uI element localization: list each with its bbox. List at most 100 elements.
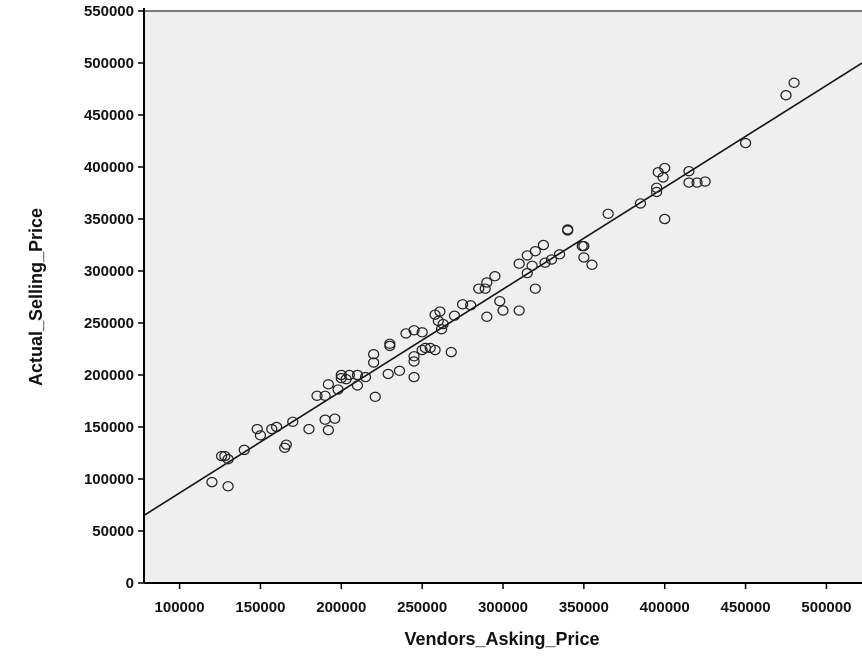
data-point [206,476,218,488]
data-point [416,327,428,338]
data-point [497,305,509,316]
data-point [429,344,441,356]
data-point [562,225,574,236]
data-point [481,277,493,288]
y-tick-label: 400000 [84,159,134,176]
data-point [408,351,420,362]
y-tick-label: 500000 [84,55,134,72]
data-point [322,379,334,390]
x-tick-label: 350000 [559,599,609,616]
data-point [368,357,380,368]
data-point [659,213,671,225]
data-point [369,391,381,403]
data-point [254,430,267,441]
y-tick-label: 350000 [84,211,134,228]
data-point [481,311,493,322]
data-point [303,423,315,435]
y-tick-label: 200000 [84,367,134,384]
data-point [434,306,446,317]
data-point [683,165,695,177]
data-point [456,299,469,310]
x-tick-label: 450000 [721,599,771,616]
data-point [448,310,461,321]
x-tick-label: 500000 [801,599,851,616]
data-point [368,349,380,360]
data-point [287,416,299,427]
data-point [435,324,448,335]
data-point [329,413,341,424]
data-point [699,176,711,187]
data-point [382,368,394,380]
y-tick-label: 150000 [84,419,134,436]
data-point [634,198,647,209]
data-point [445,346,457,358]
data-point [553,249,566,260]
data-point [659,162,671,174]
data-point [219,450,231,462]
data-point [473,283,485,294]
data-point [529,246,541,257]
data-point [351,380,364,391]
y-tick-label: 300000 [84,263,134,280]
y-tick-label: 100000 [84,471,134,488]
data-point [332,384,344,395]
data-point [788,77,800,88]
data-point [311,390,323,401]
data-point [408,371,420,383]
y-tick-label: 450000 [84,107,134,124]
data-point [384,338,396,349]
data-point [479,283,491,294]
data-point [529,283,541,294]
data-point [739,137,752,149]
data-point [494,295,506,307]
data-point [489,271,501,282]
data-point [343,369,355,381]
data-point [408,356,420,367]
x-tick-label: 250000 [397,599,447,616]
y-tick-label: 250000 [84,315,134,332]
data-point [393,365,406,377]
data-point [416,344,428,356]
data-point [578,240,590,252]
data-point [586,259,598,270]
data-point [437,318,449,330]
data-point [408,325,420,336]
y-axis-title: Actual_Selling_Price [26,208,46,386]
data-point [537,239,550,251]
x-tick-label: 300000 [478,599,528,616]
data-point [465,300,477,311]
data-point [271,421,283,433]
data-point [602,208,614,219]
x-tick-label: 200000 [316,599,366,616]
x-tick-label: 100000 [155,599,205,616]
data-point [539,257,551,268]
data-point [251,423,263,435]
data-point [216,450,228,462]
data-point [222,454,234,465]
x-axis-title: Vendors_Asking_Price [404,629,599,649]
data-point [222,481,234,492]
data-point [651,186,663,198]
data-point [351,369,364,381]
data-point [651,182,663,193]
data-point [526,260,538,271]
data-point [683,177,695,188]
y-tick-label: 50000 [92,523,134,540]
data-point [521,267,533,279]
data-point [238,444,250,456]
y-tick-label: 550000 [84,3,134,20]
data-point [319,390,331,401]
fit-line [143,62,862,517]
y-tick-label: 0 [126,575,134,592]
data-point [545,254,558,265]
data-point [513,305,525,316]
data-point [280,439,292,450]
data-point [359,371,372,383]
data-point [578,252,590,263]
x-tick-label: 150000 [235,599,285,616]
data-point [513,258,525,269]
x-tick-label: 400000 [640,599,690,616]
data-point [322,424,334,436]
data-point [691,177,703,188]
